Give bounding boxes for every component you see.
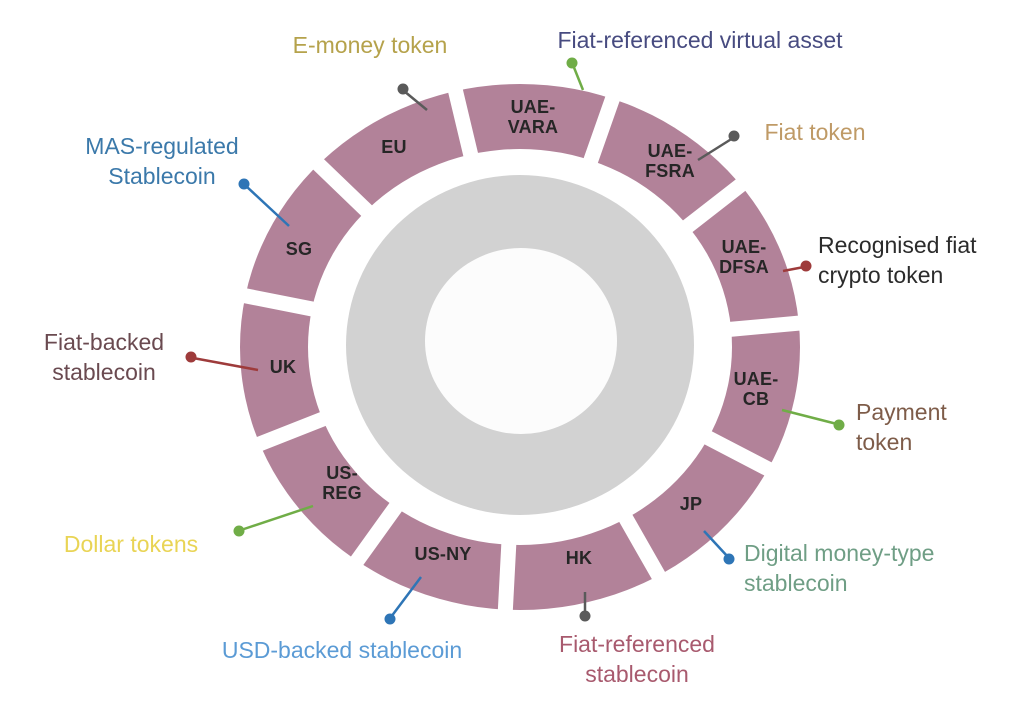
- separator-bar: [236, 287, 321, 318]
- term-label-fiat-referenced-stablecoin: Fiat-referenced stablecoin: [559, 631, 715, 687]
- connector-line-fiat-backed-stablecoin: [192, 356, 259, 372]
- segment-label-jp: JP: [679, 493, 703, 514]
- center-circle: [425, 248, 617, 434]
- connector-dot-dollar-tokens: [233, 525, 245, 537]
- connector-dot-fiat-token: [728, 130, 740, 142]
- term-label-fiat-backed-stablecoin: Fiat-backed stablecoin: [43, 329, 165, 385]
- connector-dot-digital-money-type-stablecoin: [723, 553, 735, 565]
- connector-line-recognised-fiat-crypto-token: [782, 265, 805, 273]
- term-label-usd-backed-stablecoin: USD-backed stablecoin: [221, 637, 463, 663]
- connector-dot-fiat-referenced-stablecoin: [579, 610, 591, 622]
- connector-dot-usd-backed-stablecoin: [384, 613, 396, 625]
- segment-label-uae-dfsa: UAE- DFSA: [719, 236, 769, 277]
- term-label-e-money-token: E-money token: [292, 32, 448, 58]
- segment-label-hk: HK: [565, 547, 593, 568]
- term-label-recognised-fiat-crypto-token: Recognised fiat crypto token: [818, 232, 977, 288]
- term-label-dollar-tokens: Dollar tokens: [63, 531, 199, 557]
- separator-bar: [308, 154, 377, 221]
- connector-line-fiat-referenced-virtual-asset: [571, 64, 585, 91]
- connector-dot-mas-regulated-stablecoin: [238, 178, 250, 190]
- segment-label-eu: EU: [381, 136, 407, 157]
- connector-line-e-money-token: [403, 90, 428, 111]
- connector-line-mas-regulated-stablecoin: [245, 185, 290, 227]
- term-label-digital-money-type-stablecoin: Digital money-type stablecoin: [744, 540, 935, 596]
- term-label-fiat-referenced-virtual-asset: Fiat-referenced virtual asset: [557, 27, 843, 53]
- segment-label-uk: UK: [269, 356, 297, 377]
- separator-bar: [722, 315, 808, 338]
- connector-dot-fiat-referenced-virtual-asset: [566, 57, 578, 69]
- separator-bar: [347, 496, 406, 571]
- segment-label-uae-cb: UAE- CB: [733, 368, 779, 409]
- separator-bar: [497, 534, 517, 619]
- segment-label-us-reg: US- REG: [322, 462, 362, 503]
- connector-line-digital-money-type-stablecoin: [703, 530, 729, 558]
- term-label-mas-regulated-stablecoin: MAS-regulated Stablecoin: [85, 133, 239, 189]
- separator-bar: [677, 175, 751, 236]
- connector-dot-e-money-token: [397, 83, 409, 95]
- segment-separators: [236, 81, 808, 619]
- connector-line-fiat-token: [697, 136, 734, 162]
- connector-dot-fiat-backed-stablecoin: [185, 351, 197, 363]
- connector-line-dollar-tokens: [240, 504, 314, 532]
- separator-bar: [446, 81, 480, 165]
- separator-bar: [581, 88, 622, 172]
- connector-dot-recognised-fiat-crypto-token: [800, 260, 812, 272]
- separator-bar: [616, 507, 668, 586]
- connector-line-usd-backed-stablecoin: [390, 576, 422, 618]
- separator-bar: [698, 428, 778, 479]
- connectors: [185, 57, 845, 625]
- connector-dot-payment-token: [833, 419, 845, 431]
- connector-line-payment-token: [781, 408, 838, 426]
- segment-label-uae-vara: UAE- VARA: [507, 96, 559, 137]
- segment-label-sg: SG: [285, 238, 313, 259]
- segment-label-uae-fsra: UAE- FSRA: [645, 140, 695, 181]
- term-label-payment-token: Payment token: [856, 399, 947, 455]
- term-label-fiat-token: Fiat token: [764, 119, 866, 145]
- separator-bar: [250, 410, 332, 453]
- segment-label-us-ny: US-NY: [414, 543, 472, 564]
